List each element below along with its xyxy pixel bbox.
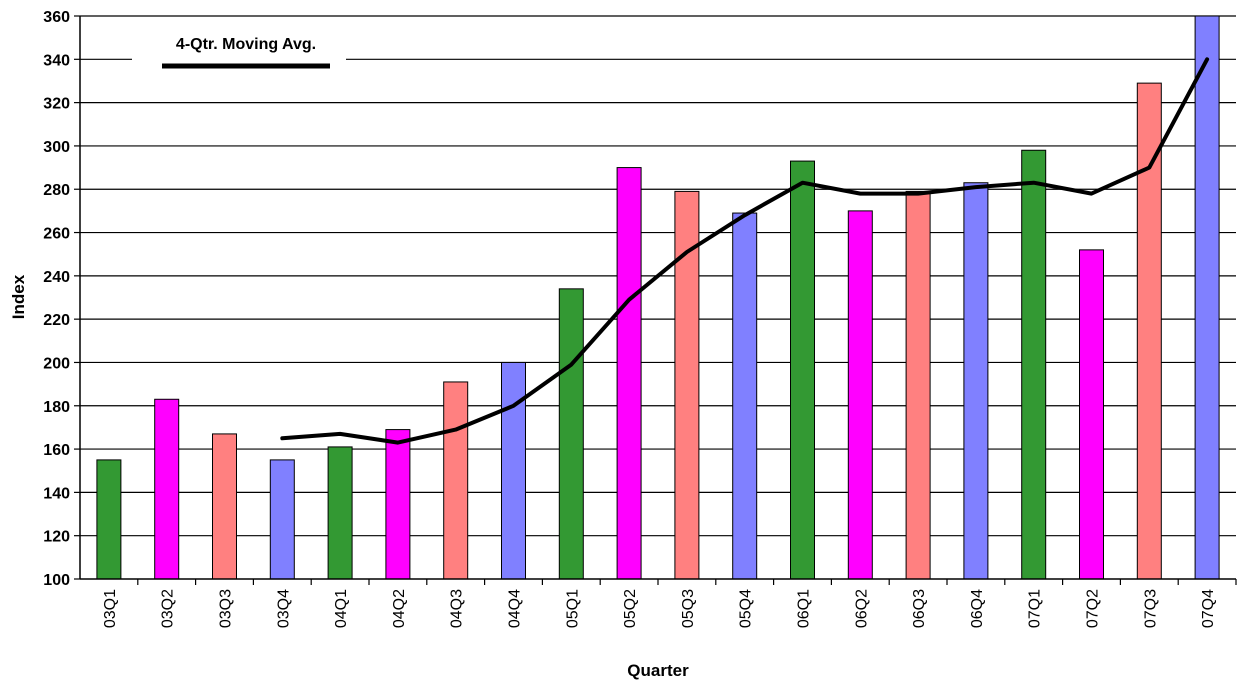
bar-03Q1 [96,459,122,580]
y-tick-label: 340 [43,52,70,69]
y-tick-label: 240 [43,269,70,286]
x-tick-label: 04Q3 [449,589,466,628]
legend-box [132,26,346,70]
bars [96,15,1220,580]
axes [79,16,1236,580]
bar-05Q2 [616,167,642,580]
x-tick-label: 04Q2 [391,589,408,628]
x-tick-label: 06Q2 [853,589,870,628]
moving-average-line [280,57,1210,445]
y-tick-label: 100 [43,572,70,589]
y-tick-label: 140 [43,485,70,502]
x-tick-label: 05Q3 [680,589,697,628]
legend: 4-Qtr. Moving Avg. [132,26,346,70]
y-tick-labels: 100 120 140 160 180 200 220 240 260 280 300 320 340 3… [43,9,70,589]
x-tick-label: 06Q4 [969,589,986,628]
bar-04Q4 [501,361,526,580]
x-tick-label: 06Q3 [911,589,928,628]
bar-07Q2 [1079,249,1104,580]
x-tick-label: 05Q1 [564,589,581,628]
x-tick-label: 05Q2 [622,589,639,628]
legend-label: 4-Qtr. Moving Avg. [176,36,316,53]
bar-06Q3 [905,190,931,580]
gridlines [74,15,1237,585]
y-tick-label: 320 [43,96,70,113]
x-tick-label: 05Q4 [738,589,755,628]
x-tick-label: 03Q4 [275,589,292,628]
bar-04Q3 [443,381,469,580]
bar-06Q1 [790,160,815,580]
x-tick-label: 04Q4 [507,589,524,628]
x-tick-label: 03Q3 [218,589,235,628]
y-tick-label: 220 [43,312,70,329]
x-tick-label: 06Q1 [796,589,813,628]
y-tick-label: 200 [43,355,70,372]
bar-03Q2 [154,398,180,580]
x-tick-label: 03Q1 [102,589,119,628]
bar-04Q2 [385,429,411,580]
y-tick-label: 360 [43,9,70,26]
bar-07Q3 [1136,82,1162,580]
y-tick-label: 260 [43,226,70,243]
bar-03Q4 [269,459,295,580]
y-tick-label: 300 [43,139,70,156]
bar-07Q1 [1021,149,1047,580]
y-tick-label: 160 [43,442,70,459]
bar-04Q1 [327,446,353,580]
bar-05Q4 [732,212,758,580]
bar-06Q2 [847,210,873,580]
bar-05Q1 [558,288,584,580]
y-tick-label: 180 [43,399,70,416]
x-tick-label: 03Q2 [160,589,177,628]
bar-05Q3 [674,190,700,580]
bar-07Q4 [1194,15,1220,580]
moving-average-series-line [280,57,1210,445]
x-tick-labels: 03Q1 03Q2 03Q3 03Q4 04Q1 04Q2 04Q3 04Q4 05Q1 05Q2… [102,589,1217,628]
x-tick-label: 07Q2 [1085,589,1102,628]
y-tick-label: 280 [43,182,70,199]
x-tick-label: 07Q3 [1142,589,1159,628]
y-axis-title: Index [9,274,28,319]
bar-06Q4 [963,182,989,580]
x-tick-label: 07Q4 [1200,589,1217,628]
x-axis-title: Quarter [627,661,689,680]
bar-03Q3 [212,433,237,580]
y-tick-label: 120 [43,529,70,546]
x-tick-label: 07Q1 [1027,589,1044,628]
x-tick-label: 04Q1 [333,589,350,628]
